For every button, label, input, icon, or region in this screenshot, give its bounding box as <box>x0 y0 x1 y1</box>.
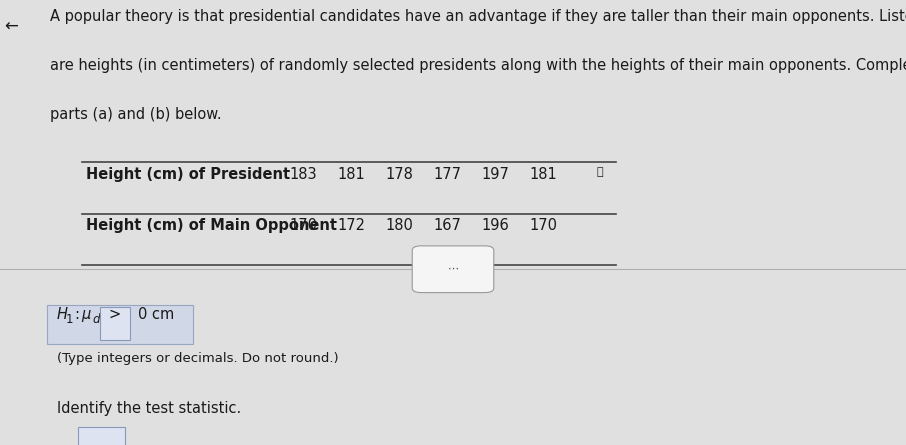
Text: ←: ← <box>5 18 18 36</box>
FancyBboxPatch shape <box>47 305 193 344</box>
Text: 1: 1 <box>65 313 72 326</box>
Text: 178: 178 <box>386 167 413 182</box>
Text: 170: 170 <box>290 218 317 233</box>
Text: 167: 167 <box>434 218 461 233</box>
Text: 180: 180 <box>386 218 413 233</box>
Text: 181: 181 <box>530 167 557 182</box>
FancyBboxPatch shape <box>78 427 125 445</box>
Text: H: H <box>57 307 68 322</box>
Text: Height (cm) of President: Height (cm) of President <box>86 167 290 182</box>
Text: 183: 183 <box>290 167 317 182</box>
Text: >: > <box>109 307 121 322</box>
FancyBboxPatch shape <box>412 246 494 293</box>
Text: (Type integers or decimals. Do not round.): (Type integers or decimals. Do not round… <box>57 352 339 364</box>
Text: 197: 197 <box>482 167 509 182</box>
Text: :: : <box>74 307 80 322</box>
Text: ⋯: ⋯ <box>448 264 458 274</box>
Text: parts (a) and (b) below.: parts (a) and (b) below. <box>50 107 221 122</box>
Text: 196: 196 <box>482 218 509 233</box>
Text: are heights (in centimeters) of randomly selected presidents along with the heig: are heights (in centimeters) of randomly… <box>50 58 906 73</box>
FancyBboxPatch shape <box>100 307 130 340</box>
Text: 170: 170 <box>530 218 557 233</box>
Text: 172: 172 <box>338 218 365 233</box>
Text: μ: μ <box>82 307 91 322</box>
Text: ⎕: ⎕ <box>596 167 602 177</box>
Text: Height (cm) of Main Opponent: Height (cm) of Main Opponent <box>86 218 337 233</box>
Text: 181: 181 <box>338 167 365 182</box>
Text: A popular theory is that presidential candidates have an advantage if they are t: A popular theory is that presidential ca… <box>50 9 906 24</box>
Text: 0 cm: 0 cm <box>138 307 174 322</box>
Text: Identify the test statistic.: Identify the test statistic. <box>57 400 241 416</box>
Text: 177: 177 <box>434 167 461 182</box>
Text: d: d <box>92 313 100 326</box>
